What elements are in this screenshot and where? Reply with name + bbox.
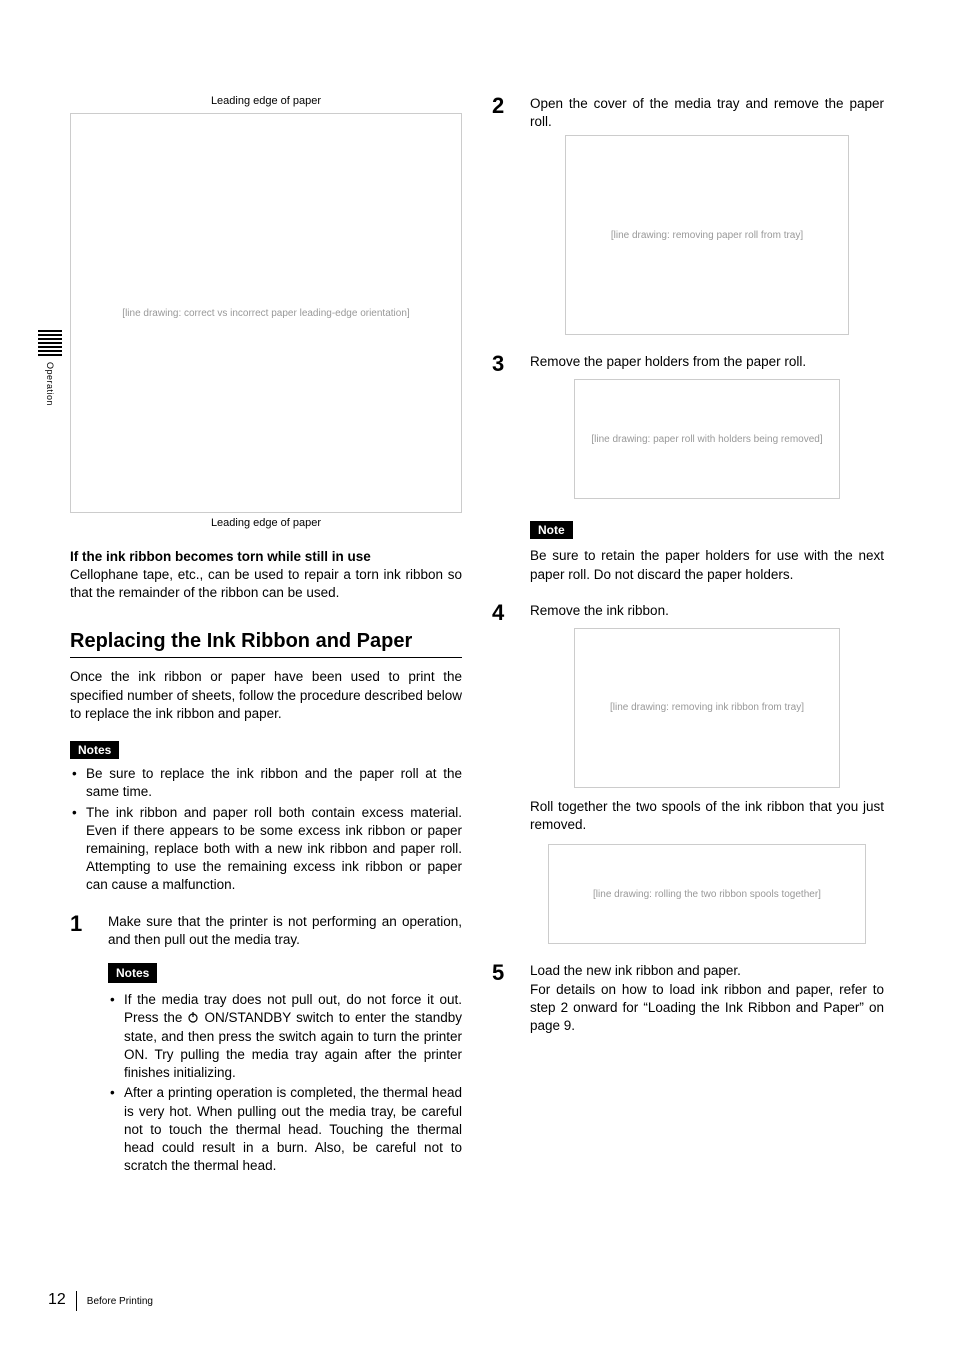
step-2-text: Open the cover of the media tray and rem… bbox=[530, 95, 884, 131]
step-4: 4 Remove the ink ribbon. bbox=[492, 602, 884, 624]
left-column: Leading edge of paper [line drawing: cor… bbox=[70, 95, 462, 1177]
step-number: 2 bbox=[492, 95, 514, 131]
step-3-diagram-wrap: [line drawing: paper roll with holders b… bbox=[492, 379, 884, 499]
step-3-text: Remove the paper holders from the paper … bbox=[530, 353, 884, 371]
step-3: 3 Remove the paper holders from the pape… bbox=[492, 353, 884, 375]
step-body: Load the new ink ribbon and paper. For d… bbox=[530, 962, 884, 1035]
step-5-text-1: Load the new ink ribbon and paper. bbox=[530, 962, 884, 980]
step-1-note-b: After a printing operation is completed,… bbox=[108, 1084, 462, 1175]
footer-separator bbox=[76, 1291, 77, 1311]
diagram-step-4b: [line drawing: rolling the two ribbon sp… bbox=[548, 844, 867, 944]
step-2-diagram-wrap: [line drawing: removing paper roll from … bbox=[492, 135, 884, 335]
diagram-paper-edge: [line drawing: correct vs incorrect pape… bbox=[70, 113, 462, 513]
step-body: Open the cover of the media tray and rem… bbox=[530, 95, 884, 131]
diagram-step-3: [line drawing: paper roll with holders b… bbox=[574, 379, 840, 499]
step-1-notes-list: If the media tray does not pull out, do … bbox=[108, 991, 462, 1175]
notes-badge: Notes bbox=[70, 741, 119, 759]
step-body: Remove the paper holders from the paper … bbox=[530, 353, 884, 375]
step-number: 1 bbox=[70, 913, 92, 1178]
right-column: 2 Open the cover of the media tray and r… bbox=[492, 95, 884, 1177]
step-1-note-a: If the media tray does not pull out, do … bbox=[108, 991, 462, 1082]
diagram-step-2: [line drawing: removing paper roll from … bbox=[565, 135, 848, 335]
step-3-note-text: Be sure to retain the paper holders for … bbox=[530, 547, 884, 583]
side-tab-decoration bbox=[38, 330, 62, 356]
step-number: 4 bbox=[492, 602, 514, 624]
step-5: 5 Load the new ink ribbon and paper. For… bbox=[492, 962, 884, 1035]
step-3-note-wrap: Note Be sure to retain the paper holders… bbox=[492, 503, 884, 583]
step-1-text: Make sure that the printer is not perfor… bbox=[108, 913, 462, 949]
diagram-step-4a: [line drawing: removing ink ribbon from … bbox=[574, 628, 840, 788]
note-item: Be sure to replace the ink ribbon and th… bbox=[70, 765, 462, 801]
step-body: Remove the ink ribbon. bbox=[530, 602, 884, 624]
content-columns: Leading edge of paper [line drawing: cor… bbox=[70, 95, 884, 1177]
side-tab: Operation bbox=[38, 330, 62, 406]
page-footer: 12 Before Printing bbox=[48, 1291, 153, 1311]
step-1: 1 Make sure that the printer is not perf… bbox=[70, 913, 462, 1178]
torn-ribbon-body: Cellophane tape, etc., can be used to re… bbox=[70, 566, 462, 602]
note-item: The ink ribbon and paper roll both conta… bbox=[70, 804, 462, 895]
caption-top: Leading edge of paper bbox=[70, 95, 462, 107]
step-1-notes-badge: Notes bbox=[108, 963, 157, 983]
step-4-diagram-wrap: [line drawing: removing ink ribbon from … bbox=[492, 628, 884, 944]
notes-list: Be sure to replace the ink ribbon and th… bbox=[70, 765, 462, 895]
caption-bottom: Leading edge of paper bbox=[70, 517, 462, 529]
power-icon bbox=[187, 1011, 199, 1023]
step-4-after-text: Roll together the two spools of the ink … bbox=[530, 798, 884, 834]
step-body: Make sure that the printer is not perfor… bbox=[108, 913, 462, 1178]
step-2: 2 Open the cover of the media tray and r… bbox=[492, 95, 884, 131]
step-number: 5 bbox=[492, 962, 514, 1035]
step-5-text-2: For details on how to load ink ribbon an… bbox=[530, 981, 884, 1036]
section-intro: Once the ink ribbon or paper have been u… bbox=[70, 668, 462, 723]
section-heading: Replacing the Ink Ribbon and Paper bbox=[70, 630, 462, 658]
side-tab-label: Operation bbox=[45, 362, 55, 406]
step-number: 3 bbox=[492, 353, 514, 375]
torn-ribbon-heading: If the ink ribbon becomes torn while sti… bbox=[70, 549, 462, 564]
step-4-text: Remove the ink ribbon. bbox=[530, 602, 884, 620]
page-number: 12 bbox=[48, 1291, 66, 1309]
note-badge: Note bbox=[530, 521, 573, 539]
footer-section-label: Before Printing bbox=[87, 1296, 153, 1307]
